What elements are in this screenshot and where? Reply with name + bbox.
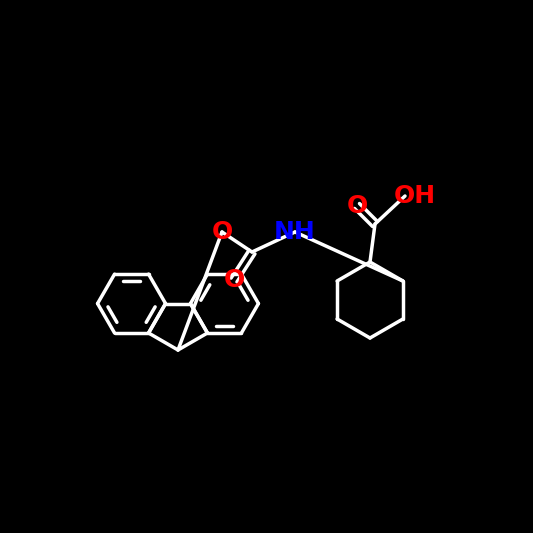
Text: O: O [212,220,232,244]
Text: O: O [223,268,245,292]
Text: O: O [346,194,368,218]
Text: OH: OH [394,184,436,208]
Text: NH: NH [274,220,316,244]
